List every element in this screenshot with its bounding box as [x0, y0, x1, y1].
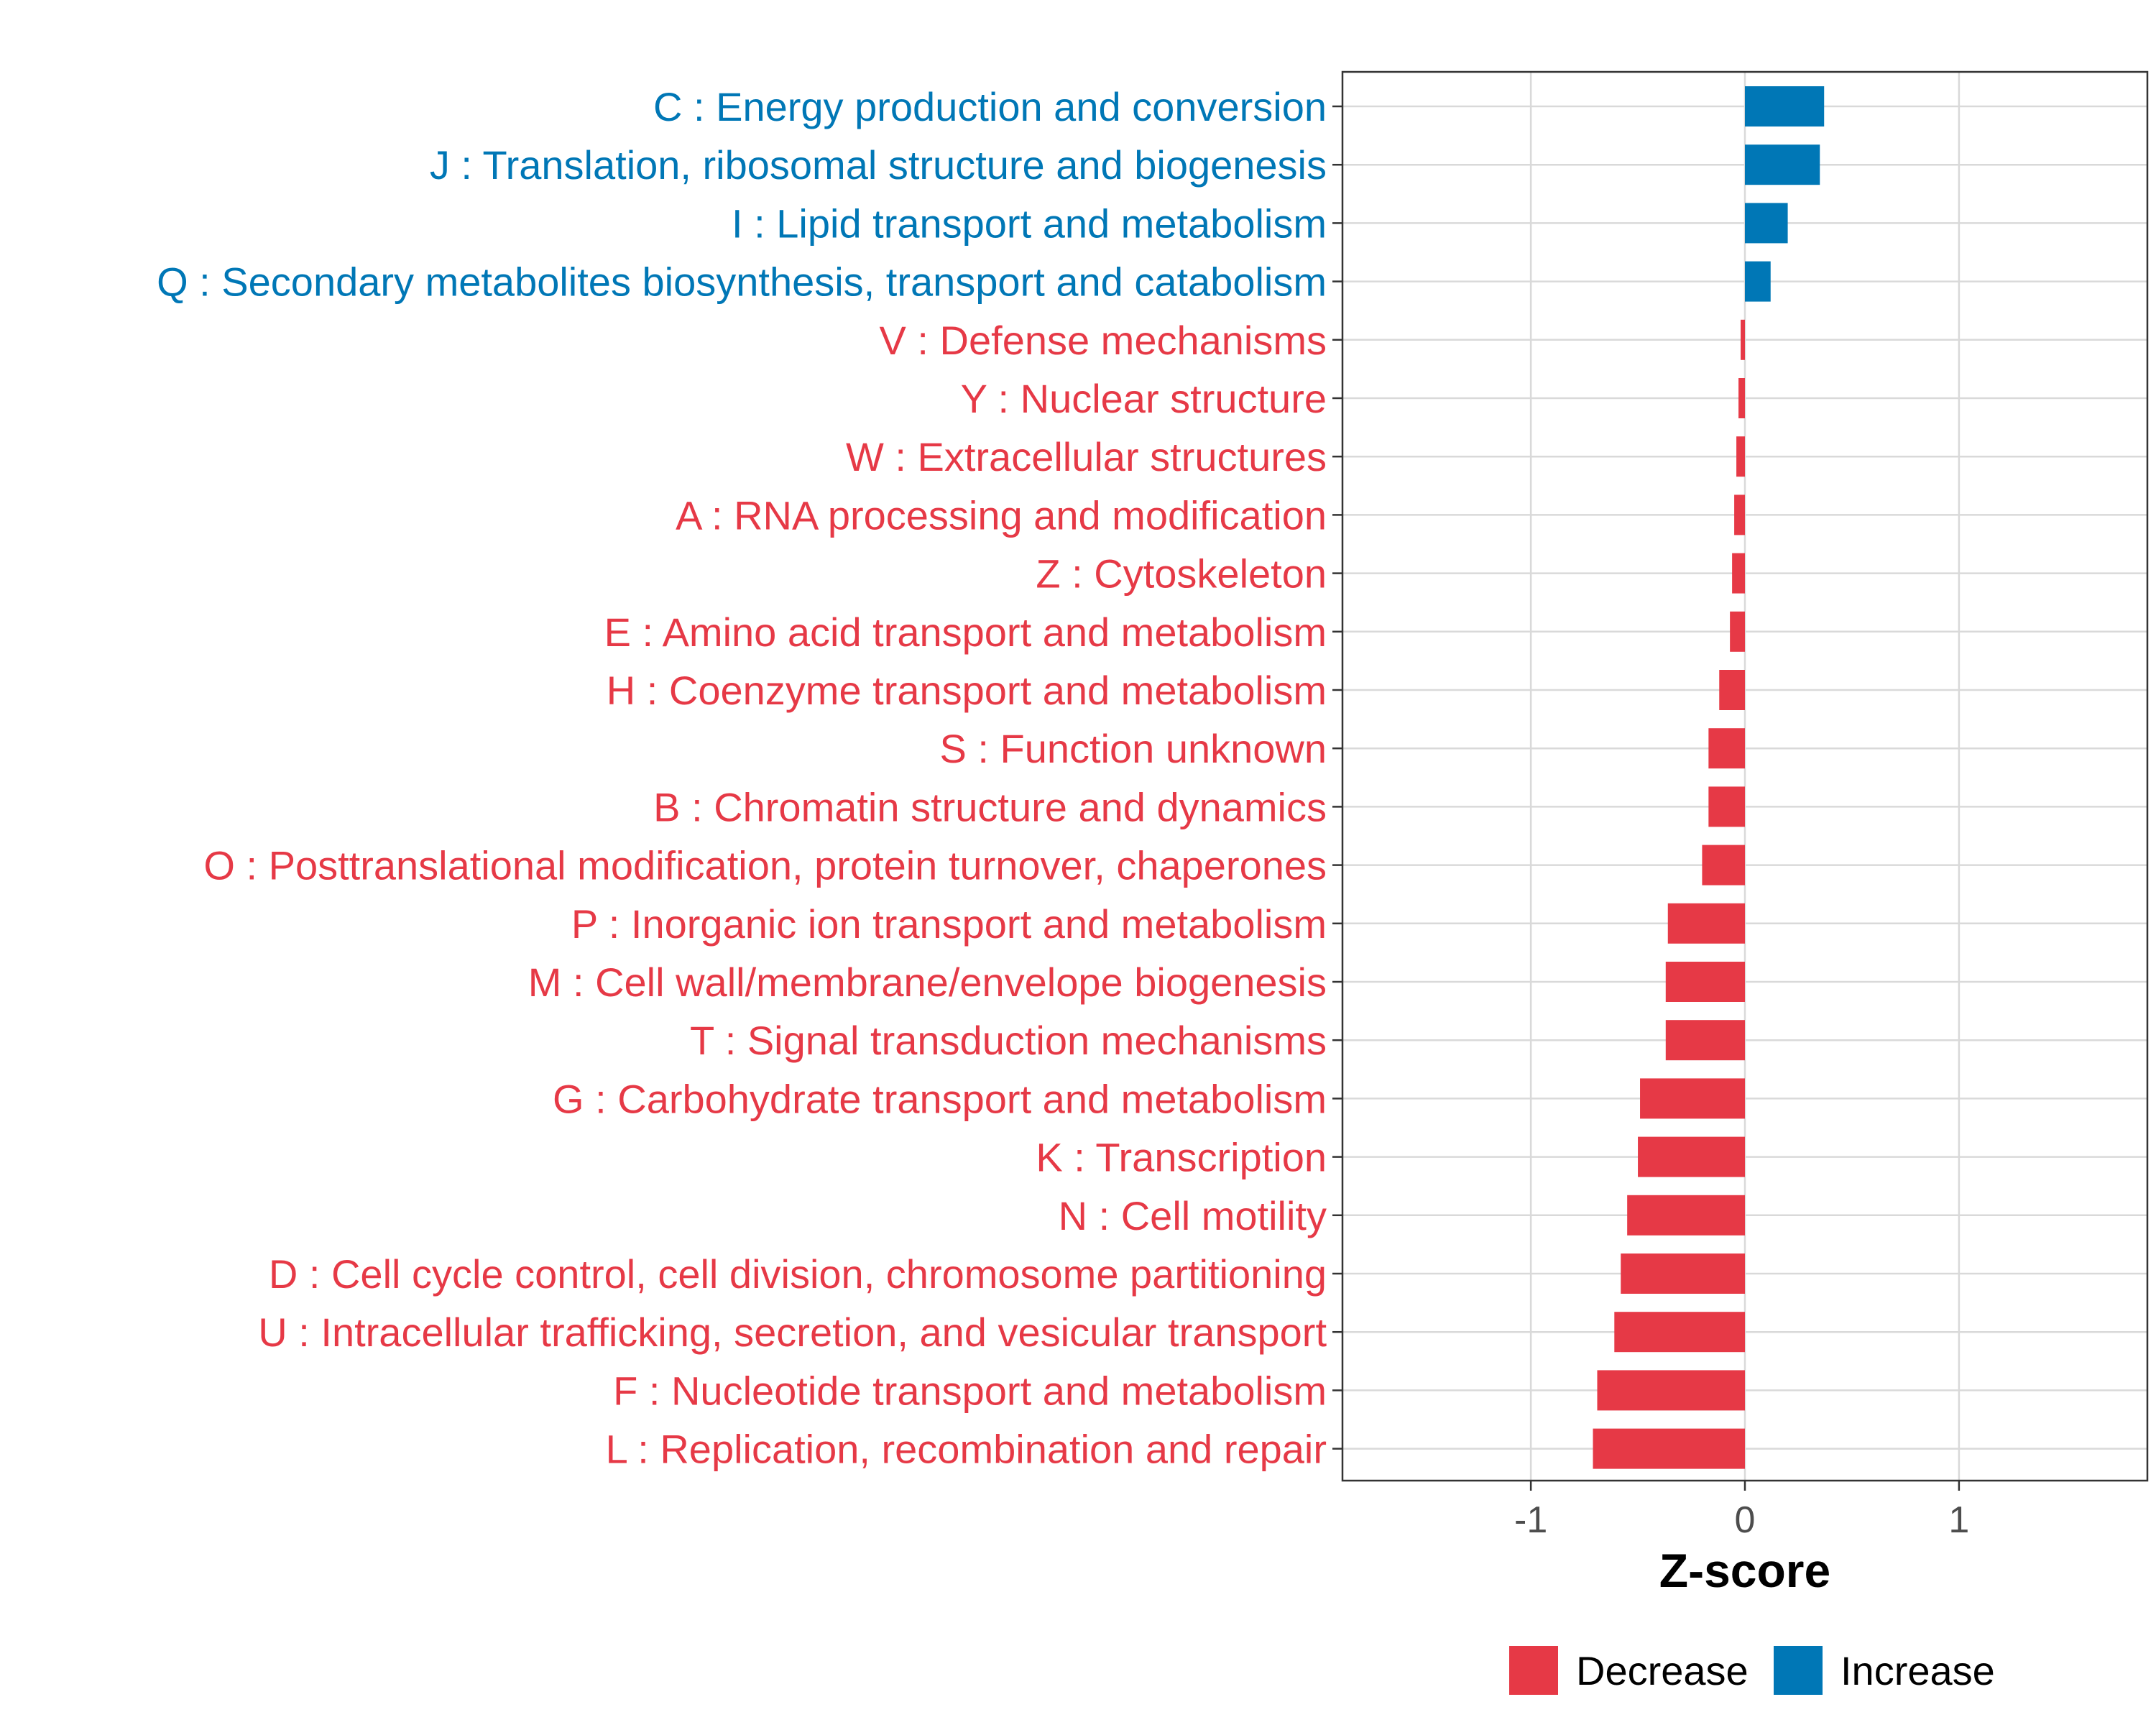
category-label-o: O : Posttranslational modification, prot… [203, 843, 1327, 888]
category-label-a: A : RNA processing and modification [676, 492, 1327, 538]
bar-h [1719, 670, 1745, 710]
category-label-v: V : Defense mechanisms [880, 318, 1327, 363]
bar-g [1640, 1078, 1745, 1119]
category-label-p: P : Inorganic ion transport and metaboli… [571, 901, 1327, 947]
bar-u [1614, 1312, 1745, 1353]
bar-j [1745, 144, 1820, 185]
category-label-t: T : Signal transduction mechanisms [690, 1018, 1327, 1063]
bar-y [1738, 378, 1745, 418]
bar-k [1638, 1136, 1745, 1177]
bar-b [1708, 786, 1745, 827]
bar-p [1667, 903, 1745, 944]
bar-n [1627, 1195, 1745, 1236]
bar-e [1730, 611, 1745, 652]
category-label-s: S : Function unknown [939, 726, 1327, 771]
category-label-l: L : Replication, recombination and repai… [606, 1427, 1327, 1472]
category-label-i: I : Lipid transport and metabolism [732, 201, 1327, 246]
bar-q [1745, 261, 1771, 302]
category-label-w: W : Extracellular structures [846, 434, 1327, 479]
category-label-u: U : Intracellular trafficking, secretion… [258, 1310, 1327, 1355]
bar-c [1745, 86, 1825, 126]
category-label-g: G : Carbohydrate transport and metabolis… [553, 1076, 1327, 1121]
category-label-z: Z : Cytoskeleton [1036, 551, 1327, 597]
category-label-f: F : Nucleotide transport and metabolism [613, 1368, 1327, 1413]
legend-label-decrease: Decrease [1576, 1648, 1749, 1693]
bar-i [1745, 203, 1788, 244]
category-label-k: K : Transcription [1036, 1135, 1327, 1180]
bar-l [1593, 1428, 1745, 1469]
y-ticks [1332, 105, 1342, 1450]
category-label-n: N : Cell motility [1059, 1193, 1327, 1238]
x-ticks: -1 0 1 [1514, 1481, 1969, 1541]
x-axis-title: Z-score [1659, 1544, 1830, 1597]
bar-d [1621, 1254, 1745, 1294]
bar-s [1708, 728, 1745, 769]
category-label-y: Y : Nuclear structure [961, 376, 1327, 421]
category-label-m: M : Cell wall/membrane/envelope biogenes… [528, 960, 1327, 1005]
bars-layer [1593, 86, 1825, 1469]
legend-swatch-decrease [1509, 1646, 1558, 1695]
legend-swatch-increase [1774, 1646, 1823, 1695]
bar-t [1665, 1020, 1745, 1061]
category-label-c: C : Energy production and conversion [653, 84, 1327, 129]
bar-z [1732, 553, 1745, 594]
category-label-h: H : Coenzyme transport and metabolism [607, 668, 1327, 713]
x-tick-label: 0 [1735, 1499, 1756, 1541]
bar-m [1665, 962, 1745, 1002]
bar-w [1736, 436, 1745, 477]
category-label-b: B : Chromatin structure and dynamics [653, 784, 1327, 829]
category-label-q: Q : Secondary metabolites biosynthesis, … [157, 259, 1327, 305]
x-tick-label: 1 [1948, 1499, 1969, 1541]
bar-v [1741, 319, 1745, 360]
bar-o [1702, 845, 1745, 886]
legend: Decrease Increase [1509, 1646, 1995, 1695]
x-tick-label: -1 [1514, 1499, 1547, 1541]
category-labels: C : Energy production and conversion J : … [157, 84, 1327, 1472]
bar-f [1597, 1370, 1745, 1411]
legend-label-increase: Increase [1841, 1648, 1995, 1693]
bar-a [1734, 494, 1745, 535]
category-label-d: D : Cell cycle control, cell division, c… [269, 1251, 1327, 1297]
category-label-j: J : Translation, ribosomal structure and… [430, 142, 1327, 188]
category-label-e: E : Amino acid transport and metabolism [604, 610, 1327, 655]
